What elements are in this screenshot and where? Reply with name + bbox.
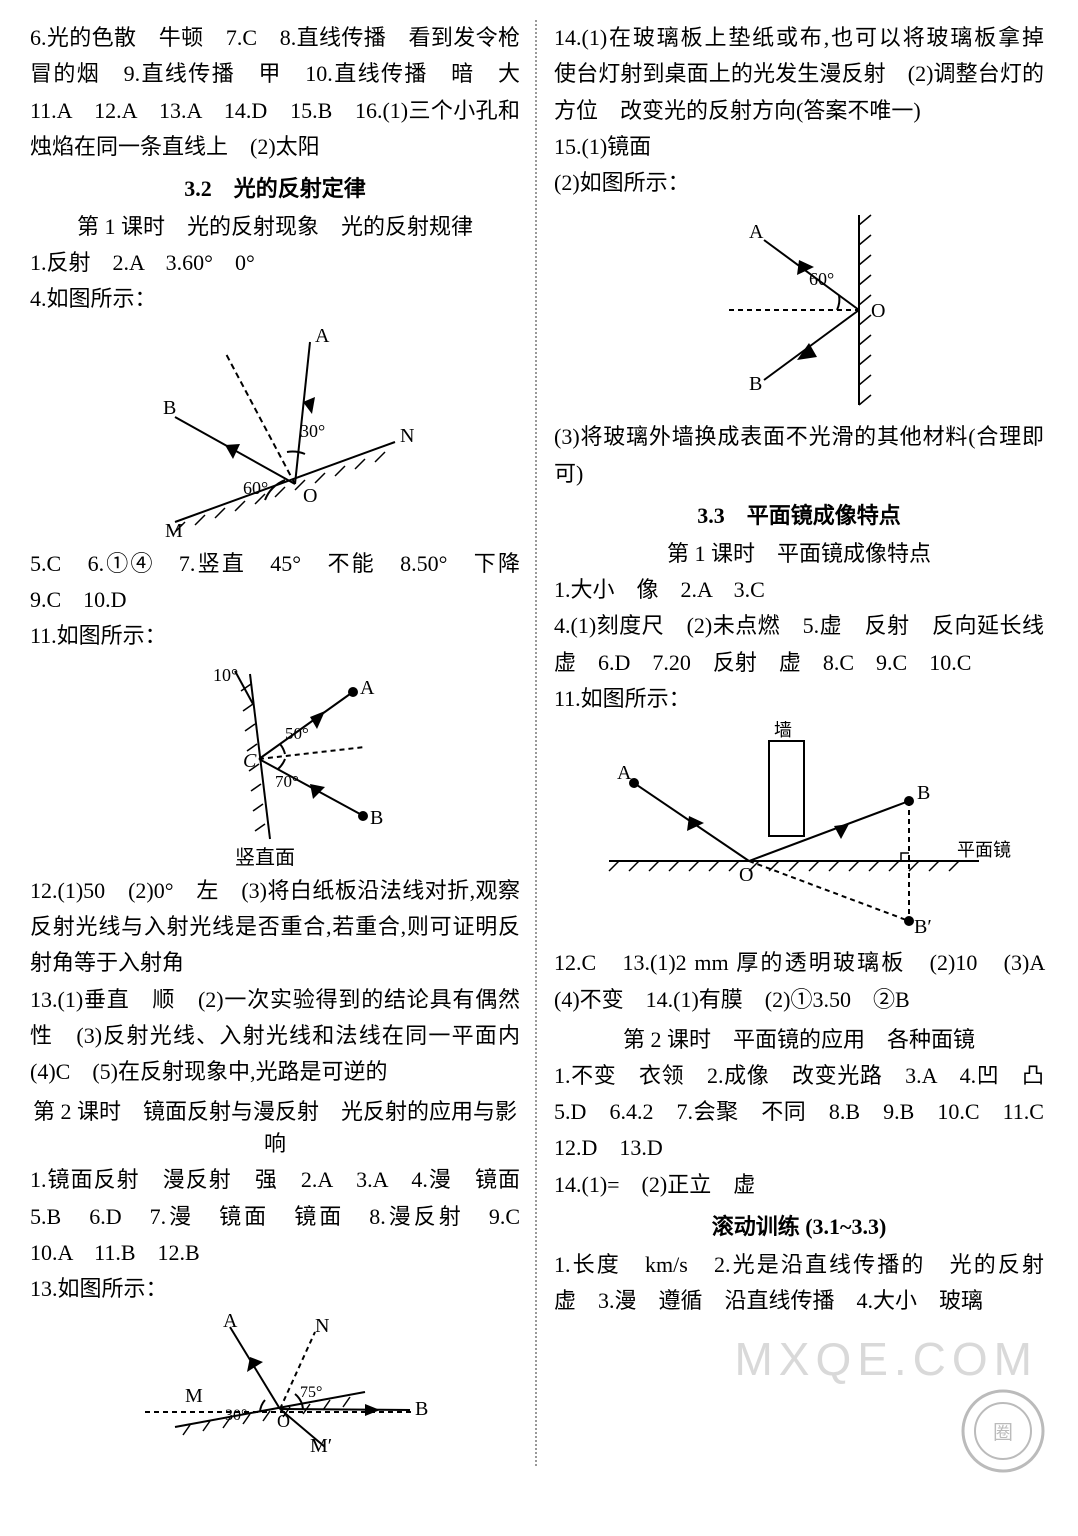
label-B: B [370,807,383,829]
label-N: N [400,425,414,447]
right-column: 14.(1)在玻璃板上垫纸或布,也可以将玻璃板拿掉 使台灯射到桌面上的光发生漫反… [554,20,1044,1466]
lesson-title: 第 2 课时 镜面反射与漫反射 光反射的应用与影响 [30,1094,520,1158]
label-M: M [185,1385,203,1407]
label-O: O [277,1411,290,1431]
angle-60: 60° [809,269,834,289]
angle-30: 30° [300,421,325,441]
label-N: N [315,1315,329,1337]
text-block: (3)将玻璃外墙换成表面不光滑的其他材料(合理即可) [554,419,1044,492]
column-divider [535,20,539,1466]
lesson-title: 第 1 课时 平面镜成像特点 [554,536,1044,568]
section-title: 滚动训练 (3.1~3.3) [554,1209,1044,1241]
text-block: 1.长度 km/s 2.光是沿直线传播的 光的反射 虚 3.漫 遵循 沿直线传播… [554,1247,1044,1320]
text-block: 1.反射 2.A 3.60° 0° [30,245,520,281]
angle-60: 60° [243,478,268,498]
angle-10: 10° [213,665,238,685]
text-block: 13.(1)垂直 顺 (2)一次实验得到的结论具有偶然性 (3)反射光线、入射光… [30,982,520,1091]
figure-reflection-3: A B M N O M′ 30° 75° [115,1312,435,1462]
label-O: O [871,300,885,322]
figure-mirror-wall: A B O 60° [649,205,949,415]
lesson-title: 第 1 课时 光的反射现象 光的反射规律 [30,209,520,241]
label-B: B [749,373,762,395]
label-B: B [163,397,176,419]
text-block: 14.(1)在玻璃板上垫纸或布,也可以将玻璃板拿掉 使台灯射到桌面上的光发生漫反… [554,20,1044,129]
text-block: 1.不变 衣领 2.成像 改变光路 3.A 4.凹 凸 5.D 6.4.2 7.… [554,1058,1044,1167]
lesson-title: 第 2 课时 平面镜的应用 各种面镜 [554,1022,1044,1054]
text-block: 1.大小 像 2.A 3.C [554,572,1044,608]
label-C: C [243,750,257,772]
label-A: A [315,325,330,347]
text-block: 13.如图所示： [30,1271,520,1307]
text-block: 15.(1)镜面 [554,129,1044,165]
label-Bp: B′ [914,916,932,938]
label-M: M [165,520,183,542]
text-block: (2)如图所示： [554,165,1044,201]
label-A: A [360,677,375,699]
corner-logo: 圈 [958,1386,1048,1476]
angle-50: 50° [285,724,309,743]
text-block: 6.光的色散 牛顿 7.C 8.直线传播 看到发令枪冒的烟 9.直线传播 甲 1… [30,20,520,165]
figure-reflection-2: 10° A B C 50° 70° 竖直面 [135,659,415,869]
text-block: 14.(1)= (2)正立 虚 [554,1167,1044,1203]
label-wall: 墙 [774,721,792,740]
figure-reflection-1: A B N M O 30° 60° [115,322,435,542]
text-block: 4.(1)刻度尺 (2)未点燃 5.虚 反射 反向延长线 虚 6.D 7.20 … [554,608,1044,681]
label-B: B [415,1398,428,1420]
label-A: A [223,1312,238,1332]
label-mirror: 平面镜 [957,840,1011,860]
angle-75: 75° [300,1384,322,1401]
svg-text:圈: 圈 [993,1422,1013,1444]
label-O: O [303,485,317,507]
label-B: B [917,782,930,804]
label-O: O [739,864,753,886]
text-block: 12.(1)50 (2)0° 左 (3)将白纸板沿法线对折,观察反射光线与入射光… [30,873,520,982]
section-title: 3.2 光的反射定律 [30,171,520,203]
text-block: 11.如图所示： [30,618,520,654]
figure-plane-mirror: 墙 A B B′ O 平面镜 [579,721,1019,941]
text-block: 4.如图所示： [30,281,520,317]
left-column: 6.光的色散 牛顿 7.C 8.直线传播 看到发令枪冒的烟 9.直线传播 甲 1… [30,20,520,1466]
section-title: 3.3 平面镜成像特点 [554,498,1044,530]
text-block: 5.C 6.①④ 7.竖直 45° 不能 8.50° 下降 9.C 10.D [30,546,520,619]
label-vertical: 竖直面 [235,846,295,869]
label-A: A [749,221,764,243]
angle-70: 70° [275,772,299,791]
angle-30: 30° [225,1407,247,1424]
text-block: 11.如图所示： [554,681,1044,717]
text-block: 12.C 13.(1)2 mm 厚的透明玻璃板 (2)10 (3)A (4)不变… [554,945,1044,1018]
label-A: A [617,762,632,784]
text-block: 1.镜面反射 漫反射 强 2.A 3.A 4.漫 镜面 5.B 6.D 7.漫 … [30,1162,520,1271]
